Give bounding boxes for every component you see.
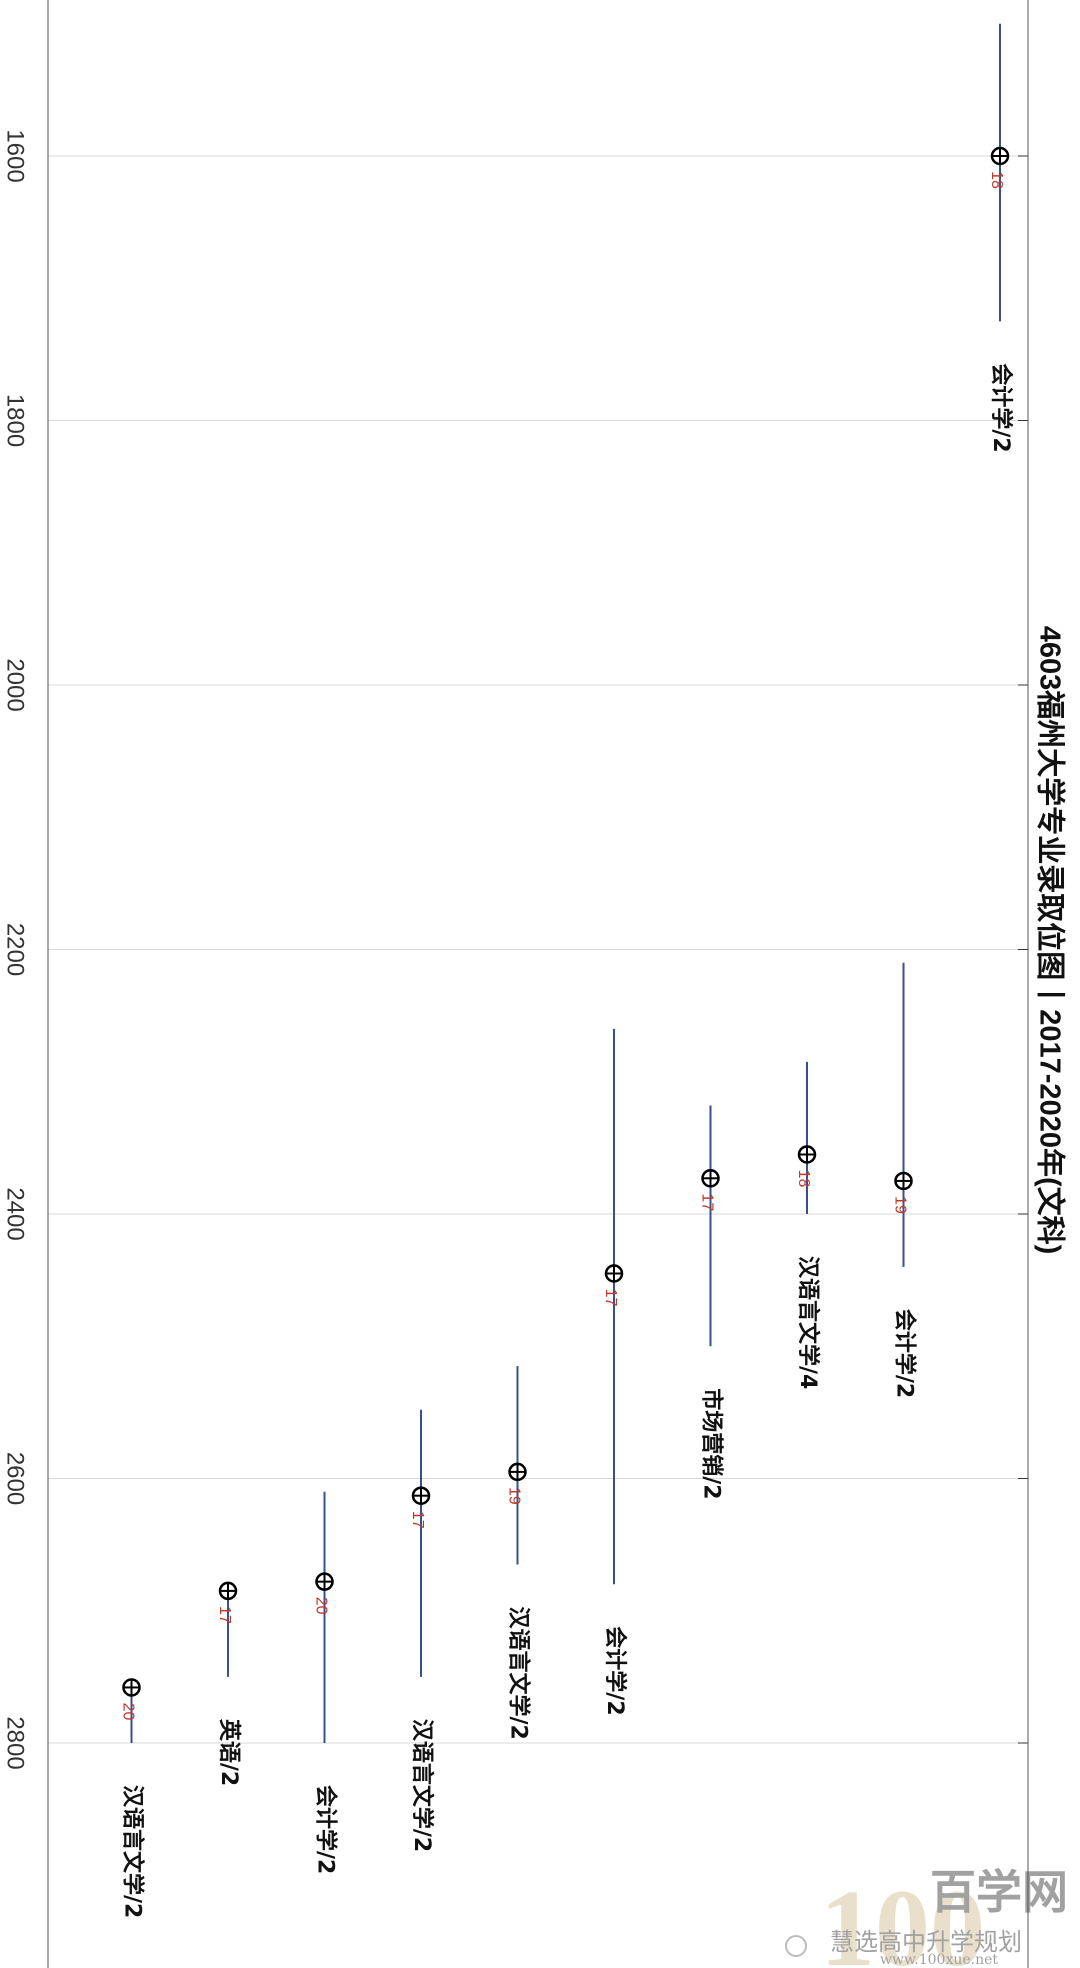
wechat-icon xyxy=(785,1935,807,1957)
year-label: 17 xyxy=(216,1606,233,1624)
data-item: 18 会计学/2 xyxy=(988,23,1014,453)
watermark-brand: 百学网 xyxy=(930,1865,1068,1919)
data-item: 20 会计学/2 xyxy=(312,1491,339,1874)
year-label: 18 xyxy=(795,1170,812,1188)
year-label: 20 xyxy=(312,1597,329,1615)
major-label: 会计学/2 xyxy=(892,1309,918,1398)
year-label: 17 xyxy=(698,1193,715,1211)
data-item: 17 汉语言文学/2 xyxy=(409,1409,435,1852)
major-label: 汉语言文学/2 xyxy=(506,1606,532,1739)
watermark: 100 百学网 慧选高中升学规划 www.100xue.net xyxy=(785,1865,1068,1968)
data-item: 17 市场营销/2 xyxy=(698,1105,725,1500)
watermark-logo: 100 xyxy=(820,1867,985,1968)
major-label: 市场营销/2 xyxy=(699,1388,725,1499)
data-marks: 18会计学/219会计学/218汉语言文学/417市场营销/217会计学/219… xyxy=(119,23,1014,1918)
y-tick-label: 2600 xyxy=(2,1452,29,1505)
year-label: 17 xyxy=(409,1511,426,1529)
y-tick-label: 2000 xyxy=(2,658,29,711)
year-label: 19 xyxy=(505,1487,522,1505)
year-label: 19 xyxy=(891,1196,908,1214)
y-tick-label: 2400 xyxy=(2,1187,29,1240)
major-label: 汉语言文学/2 xyxy=(409,1719,435,1852)
data-item: 17 英语/2 xyxy=(216,1581,241,1786)
data-item: 20 汉语言文学/2 xyxy=(119,1678,146,1918)
data-item: 18 汉语言文学/4 xyxy=(795,1061,821,1389)
major-label: 汉语言文学/4 xyxy=(795,1256,821,1389)
y-tick-label: 2200 xyxy=(2,923,29,976)
y-axis-ticks: 1600 1800 2000 2200 2400 2600 2800 xyxy=(2,129,29,1769)
y-tick-label: 1800 xyxy=(2,394,29,447)
gridlines xyxy=(48,155,1028,1744)
year-label: 20 xyxy=(119,1703,136,1721)
year-label: 18 xyxy=(988,171,1005,189)
watermark-slogan: 慧选高中升学规划 xyxy=(830,1928,1022,1956)
major-label: 会计学/2 xyxy=(313,1785,339,1874)
major-label: 会计学/2 xyxy=(988,363,1014,452)
y-tick-label: 1600 xyxy=(2,129,29,182)
major-label: 会计学/2 xyxy=(602,1626,628,1715)
year-label: 17 xyxy=(602,1289,619,1307)
data-item: 19 汉语言文学/2 xyxy=(505,1366,532,1740)
y-tick-label: 2800 xyxy=(2,1716,29,1769)
data-item: 19 会计学/2 xyxy=(891,962,918,1398)
chart-title: 4603福州大学专业录取位图丨2017-2020年(文科) xyxy=(1033,626,1067,1255)
major-label: 英语/2 xyxy=(216,1719,241,1786)
data-item: 17 会计学/2 xyxy=(602,1028,628,1716)
watermark-url: www.100xue.net xyxy=(880,1952,998,1968)
major-label: 汉语言文学/2 xyxy=(120,1785,146,1918)
